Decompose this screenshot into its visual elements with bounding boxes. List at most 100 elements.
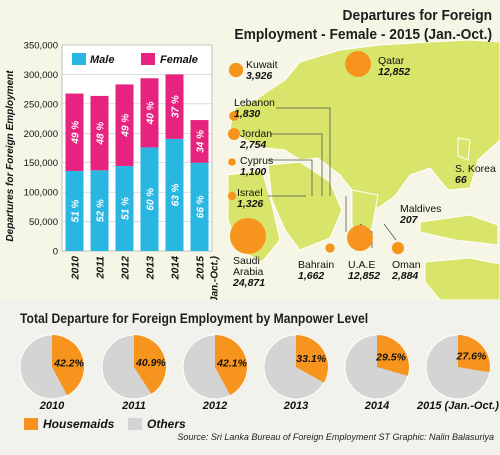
pie-pct-label: 42.1% bbox=[216, 358, 247, 370]
bar-male bbox=[190, 162, 209, 251]
legend-housemaids: Housemaids bbox=[24, 417, 114, 431]
pie-housemaids bbox=[134, 335, 166, 394]
destination-name: Maldives bbox=[400, 203, 441, 215]
bubble-u-a-e bbox=[347, 225, 373, 251]
map-labels: Kuwait3,926Qatar12,852Lebanon1,830Jordan… bbox=[232, 55, 496, 289]
bar-female bbox=[90, 95, 109, 171]
destination-name: Saudi bbox=[233, 255, 260, 267]
destination-value: 1,326 bbox=[237, 198, 263, 210]
legend-housemaids-label: Housemaids bbox=[43, 417, 115, 431]
destination-name: Lebanon bbox=[234, 97, 275, 109]
bubble-lebanon bbox=[229, 111, 239, 121]
y-tick-label: 100,000 bbox=[24, 188, 58, 199]
arabian-peninsula bbox=[267, 161, 343, 251]
bar-male bbox=[115, 165, 134, 251]
pie-section-title: Total Departure for Foreign Employment b… bbox=[20, 311, 369, 326]
map-title-line2: Employment - Female - 2015 (Jan.-Oct.) bbox=[234, 26, 492, 43]
x-tick-label: 2015 bbox=[195, 256, 207, 281]
bottom-panel bbox=[0, 300, 500, 455]
y-tick-label: 150,000 bbox=[24, 158, 58, 169]
pie-housemaids bbox=[377, 335, 409, 376]
bar-male bbox=[140, 147, 159, 251]
stacked-bar-chart: Departures for Foreign Employment 0 50,00… bbox=[5, 41, 221, 301]
pie-pct-label: 29.5% bbox=[375, 351, 406, 363]
male-pct-label: 60 % bbox=[146, 188, 157, 211]
y-axis-label: Departures for Foreign Employment bbox=[5, 70, 16, 242]
male-pct-label: 52 % bbox=[96, 199, 107, 222]
bubble-israel bbox=[227, 191, 237, 201]
bubble-kuwait bbox=[228, 62, 244, 78]
destination-value: 1,662 bbox=[298, 270, 324, 282]
bar-male bbox=[65, 170, 84, 251]
bubble-oman bbox=[391, 241, 405, 255]
legend-female-label: Female bbox=[160, 54, 198, 66]
destination-name: Bahrain bbox=[298, 259, 334, 271]
legend-others-label: Others bbox=[147, 417, 186, 431]
male-pct-label: 51 % bbox=[71, 199, 82, 222]
x-tick-label: 2012 bbox=[120, 256, 132, 281]
y-tick-label: 0 bbox=[53, 247, 58, 258]
destination-value: 3,926 bbox=[246, 70, 272, 82]
female-pct-label: 49 % bbox=[71, 121, 82, 145]
pie-pct-label: 27.6% bbox=[456, 351, 487, 363]
connector-lines bbox=[268, 107, 397, 248]
female-pct-label: 34 % bbox=[196, 130, 207, 153]
pie-charts: 42.2% 40.9% 42.1% 33.1% 29.5% 27.6% bbox=[19, 334, 491, 400]
legend-male-swatch bbox=[72, 53, 86, 65]
housemaids-swatch bbox=[24, 418, 38, 430]
plot-area bbox=[61, 44, 213, 252]
australia bbox=[424, 257, 500, 300]
bar-male bbox=[165, 138, 184, 251]
destination-value: 66 bbox=[455, 174, 467, 186]
destination-value: 2,884 bbox=[391, 270, 418, 282]
pie-year-label: 2013 bbox=[283, 400, 309, 412]
male-pct-label: 51 % bbox=[121, 197, 132, 220]
korea bbox=[457, 137, 471, 161]
destination-name: S. Korea bbox=[455, 163, 496, 175]
bubble-bahrain bbox=[325, 243, 335, 253]
pie-housemaids bbox=[52, 335, 84, 396]
bubble-jordan bbox=[228, 128, 240, 140]
pie-housemaids bbox=[215, 335, 247, 396]
pie-year-label: 2012 bbox=[202, 400, 228, 412]
destination-value: 12,852 bbox=[348, 270, 380, 282]
y-tick-label: 200,000 bbox=[24, 129, 58, 140]
destination-value: 1,830 bbox=[234, 108, 260, 120]
legend-others: Others bbox=[128, 417, 186, 431]
x-tick-label: 2011 bbox=[95, 256, 107, 280]
y-tick-label: 50,000 bbox=[29, 217, 58, 228]
source-credit: Source: Sri Lanka Bureau of Foreign Empl… bbox=[177, 432, 494, 442]
destination-name: Cyprus bbox=[240, 155, 273, 167]
pie-year-label: 2011 bbox=[122, 400, 146, 412]
bubble-saudi-arabia bbox=[230, 218, 266, 254]
y-tick-label: 300,000 bbox=[24, 70, 58, 81]
map-title-line1: Departures for Foreign bbox=[342, 7, 492, 24]
bubble-qatar bbox=[345, 51, 371, 77]
others-swatch bbox=[128, 418, 142, 430]
destination-value: 2,754 bbox=[239, 139, 266, 151]
bar-male bbox=[90, 170, 109, 251]
legend-female-swatch bbox=[141, 53, 155, 65]
y-tick-label: 250,000 bbox=[24, 99, 58, 110]
female-pct-label: 40 % bbox=[146, 101, 157, 125]
destination-name: Oman bbox=[392, 259, 421, 271]
pie-housemaids bbox=[296, 335, 328, 383]
destination-name: Kuwait bbox=[246, 59, 278, 71]
pie-pct-label: 33.1% bbox=[296, 353, 326, 365]
destination-name: Jordan bbox=[240, 128, 272, 140]
x-tick-label: 2014 bbox=[170, 256, 182, 281]
bar-female bbox=[65, 93, 84, 171]
destination-name: U.A.E bbox=[348, 259, 375, 271]
destination-value: 24,871 bbox=[232, 277, 265, 289]
bar-female bbox=[115, 84, 134, 166]
pie-pct-label: 42.2% bbox=[53, 358, 84, 370]
y-tick-label: 350,000 bbox=[24, 41, 58, 52]
destination-value: 207 bbox=[399, 214, 419, 226]
destination-name: Qatar bbox=[378, 55, 405, 67]
destination-value: 12,852 bbox=[378, 66, 410, 78]
map-title: Departures for Foreign Employment - Fema… bbox=[234, 6, 492, 44]
female-pct-label: 48 % bbox=[96, 122, 107, 146]
bubble-cyprus bbox=[228, 158, 236, 166]
legend-male-label: Male bbox=[90, 54, 114, 66]
destination-name: Arabia bbox=[233, 266, 264, 278]
